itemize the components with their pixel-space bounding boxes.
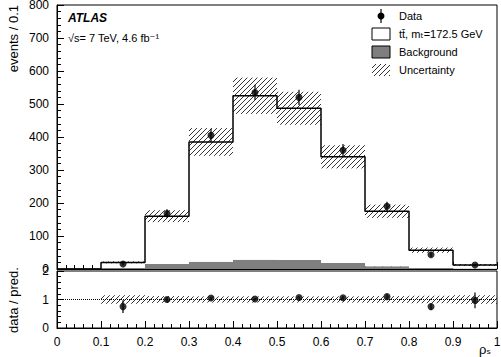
- svg-text:200: 200: [29, 196, 49, 210]
- svg-text:0: 0: [42, 321, 49, 335]
- svg-text:1: 1: [494, 335, 501, 349]
- svg-text:0.9: 0.9: [445, 335, 462, 349]
- svg-text:0.3: 0.3: [181, 335, 198, 349]
- svg-text:0.1: 0.1: [93, 335, 110, 349]
- svg-text:data / pred.: data / pred.: [6, 267, 21, 333]
- svg-text:0.4: 0.4: [225, 335, 242, 349]
- svg-text:Background: Background: [399, 46, 458, 58]
- svg-text:0.2: 0.2: [137, 335, 154, 349]
- svg-text:events / 0.1: events / 0.1: [6, 5, 21, 72]
- svg-text:0.7: 0.7: [357, 335, 374, 349]
- svg-text:0.6: 0.6: [313, 335, 330, 349]
- svg-text:700: 700: [29, 31, 49, 45]
- svg-text:0.5: 0.5: [269, 335, 286, 349]
- svg-text:ρₛ: ρₛ: [479, 342, 491, 357]
- svg-text:tt̄, mₜ=172.5 GeV: tt̄, mₜ=172.5 GeV: [399, 28, 483, 40]
- svg-text:400: 400: [29, 130, 49, 144]
- svg-text:300: 300: [29, 163, 49, 177]
- svg-text:0.8: 0.8: [401, 335, 418, 349]
- svg-text:2: 2: [42, 264, 49, 278]
- svg-text:600: 600: [29, 64, 49, 78]
- svg-text:√s= 7 TeV, 4.6 fb⁻¹: √s= 7 TeV, 4.6 fb⁻¹: [68, 32, 159, 44]
- svg-text:Uncertainty: Uncertainty: [399, 64, 455, 76]
- svg-text:100: 100: [29, 229, 49, 243]
- svg-text:1: 1: [42, 293, 49, 307]
- svg-text:800: 800: [29, 0, 49, 12]
- svg-text:500: 500: [29, 97, 49, 111]
- svg-text:ATLAS: ATLAS: [67, 11, 107, 25]
- svg-text:Data: Data: [399, 10, 423, 22]
- svg-text:0: 0: [54, 335, 61, 349]
